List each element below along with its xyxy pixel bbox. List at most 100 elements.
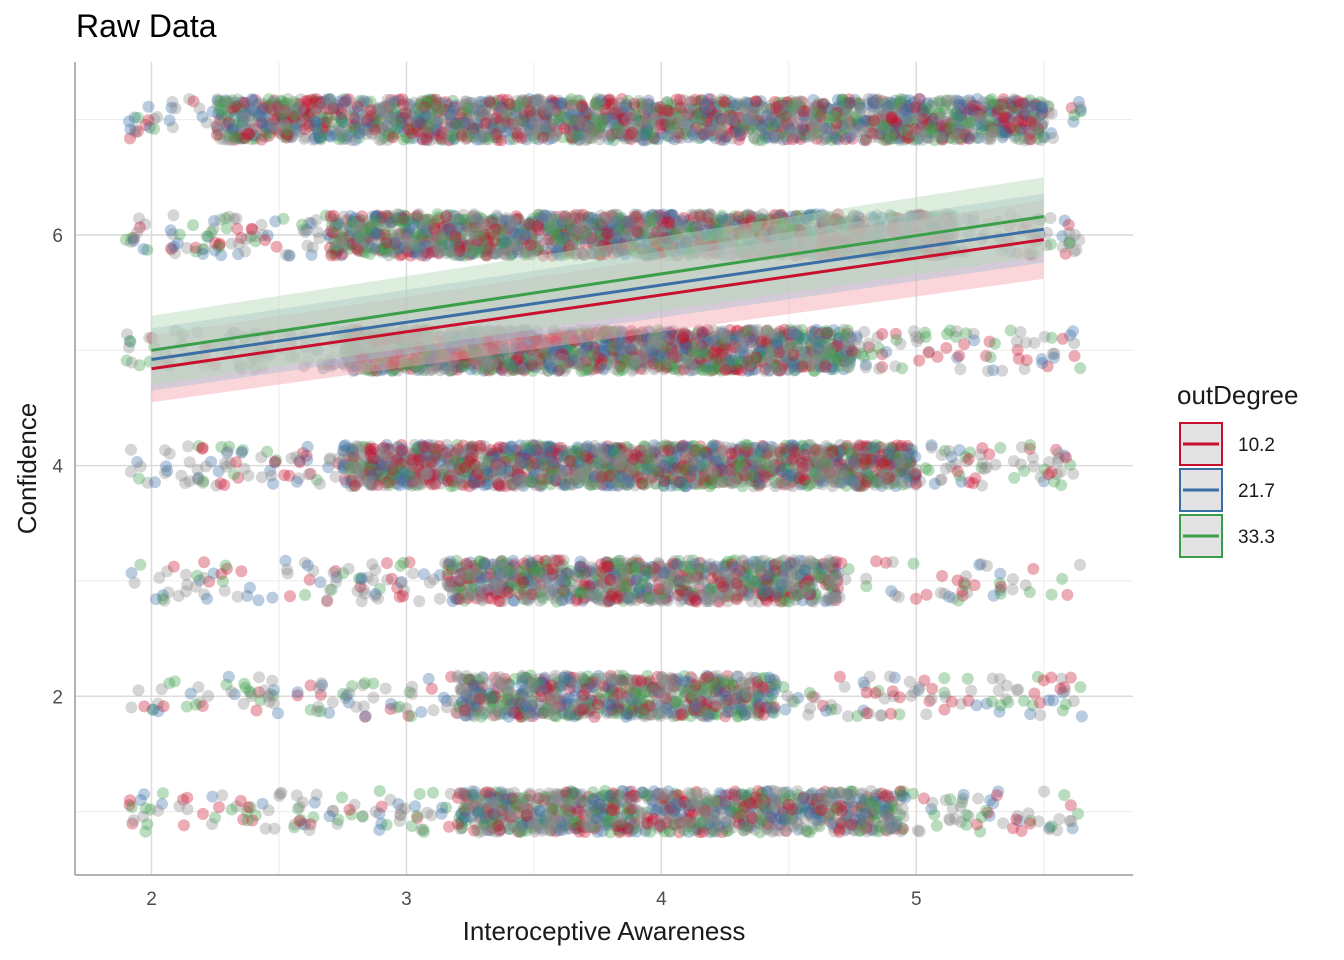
data-point <box>894 786 907 798</box>
data-point <box>274 787 287 800</box>
data-point <box>870 795 883 808</box>
data-point <box>407 567 420 580</box>
data-point <box>373 785 386 797</box>
data-point <box>890 803 903 816</box>
data-point <box>524 818 537 831</box>
data-point <box>703 809 716 822</box>
data-point <box>175 469 188 482</box>
data-point <box>593 798 606 811</box>
data-point <box>761 822 774 835</box>
data-point <box>793 807 806 820</box>
data-point <box>480 818 493 831</box>
data-point <box>815 804 827 817</box>
data-point <box>742 805 755 818</box>
data-point <box>512 792 525 804</box>
data-point <box>758 814 771 827</box>
data-point <box>307 811 320 824</box>
data-point <box>943 445 956 457</box>
data-point <box>1058 789 1071 801</box>
data-point <box>774 818 787 831</box>
data-point <box>667 680 679 693</box>
data-point <box>599 808 612 821</box>
data-point <box>601 560 614 573</box>
data-point <box>862 811 874 824</box>
data-point <box>840 813 853 826</box>
data-point <box>1006 583 1019 596</box>
data-point <box>705 813 718 826</box>
data-point <box>737 800 750 813</box>
data-point <box>519 699 532 712</box>
data-point <box>760 823 773 836</box>
data-point <box>394 803 407 816</box>
data-point <box>574 816 587 829</box>
data-point <box>573 819 586 832</box>
data-point <box>812 795 825 807</box>
data-point <box>756 796 768 808</box>
data-point <box>356 810 369 823</box>
data-point <box>253 671 265 684</box>
data-point <box>830 793 843 806</box>
data-point <box>472 806 484 819</box>
data-point <box>128 576 141 589</box>
data-point <box>883 670 896 683</box>
data-point <box>994 441 1007 454</box>
data-point <box>856 799 869 812</box>
data-point <box>857 794 870 807</box>
data-point <box>484 824 497 837</box>
data-point <box>812 792 825 805</box>
data-point <box>861 805 874 818</box>
data-point <box>622 593 635 606</box>
data-point <box>592 801 605 814</box>
data-point <box>810 813 823 826</box>
data-point <box>181 803 194 816</box>
data-point <box>517 801 530 814</box>
data-point <box>381 557 393 570</box>
data-point <box>1024 708 1037 721</box>
data-point <box>619 581 632 594</box>
data-point <box>508 820 521 832</box>
data-point <box>167 560 180 573</box>
data-point <box>594 803 607 816</box>
data-point <box>621 801 634 814</box>
data-point <box>864 806 877 819</box>
data-point <box>697 803 710 816</box>
data-point <box>714 802 727 815</box>
data-point <box>827 821 840 834</box>
data-point <box>123 799 136 811</box>
data-point <box>602 816 615 829</box>
data-point <box>833 796 846 809</box>
data-point <box>506 792 519 805</box>
data-point <box>555 820 568 833</box>
data-point <box>676 797 689 810</box>
data-point <box>485 792 498 804</box>
data-point <box>729 800 742 813</box>
data-point <box>562 804 575 817</box>
data-point <box>926 796 939 809</box>
data-point <box>917 792 930 805</box>
data-point <box>899 791 912 804</box>
data-point <box>342 562 355 575</box>
data-point <box>373 823 386 836</box>
data-point <box>738 795 751 808</box>
data-point <box>545 679 558 692</box>
data-point <box>847 785 859 798</box>
data-point <box>693 826 706 839</box>
data-point <box>259 822 272 835</box>
data-point <box>230 800 243 813</box>
data-point <box>304 679 317 692</box>
data-point <box>502 792 515 805</box>
data-point <box>588 793 601 806</box>
data-point <box>709 825 722 838</box>
data-point <box>181 791 194 804</box>
data-point <box>880 789 893 802</box>
data-point <box>769 792 781 805</box>
data-point <box>482 823 495 836</box>
data-point <box>288 818 301 831</box>
data-point <box>456 684 469 697</box>
data-point <box>549 814 562 827</box>
data-point <box>436 801 449 814</box>
data-point <box>127 814 140 827</box>
data-point <box>759 795 772 808</box>
data-point <box>738 819 750 832</box>
data-point <box>862 813 875 826</box>
